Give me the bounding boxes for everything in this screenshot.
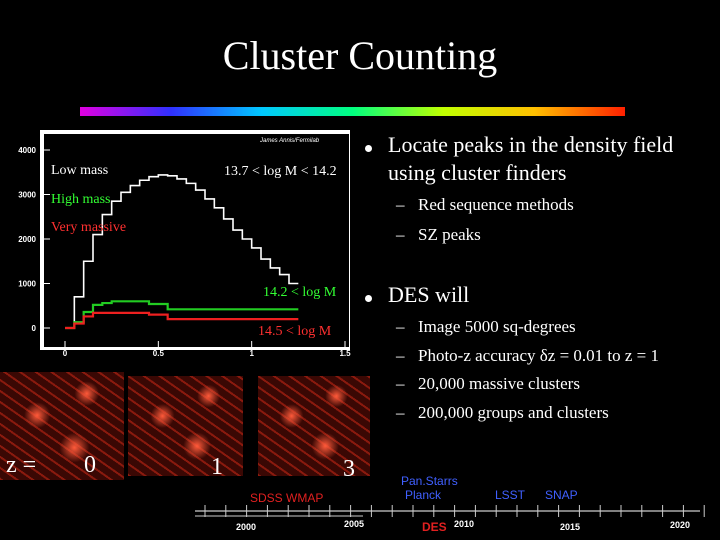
sub-bullet-1-2: SZ peaks	[418, 220, 481, 249]
z-value-1: 1	[211, 454, 223, 481]
chart-credit: James Annis/Fermilab	[259, 138, 320, 144]
x-tick-label: 0.5	[153, 349, 165, 358]
survey-lsst: LSST	[495, 488, 525, 502]
x-tick-label: 0	[63, 349, 68, 358]
range-label-low: 13.7 < log M < 14.2	[224, 164, 337, 180]
survey-planck: Planck	[405, 488, 441, 502]
sub-bullet-2-3: 20,000 massive clusters	[418, 369, 580, 398]
z-value-3: 3	[343, 456, 355, 483]
year-2000: 2000	[236, 522, 256, 532]
sub-bullet-dash: –	[396, 398, 405, 427]
sub-bullet-2-4: 200,000 groups and clusters	[418, 398, 609, 427]
rainbow-divider	[80, 107, 625, 116]
range-label-high: 14.2 < log M	[263, 285, 336, 301]
sub-bullet-1-1: Red sequence methods	[418, 190, 574, 219]
bullet-2: DES will	[388, 281, 469, 309]
sub-bullet-dash: –	[396, 220, 405, 249]
z-label: z =	[6, 452, 36, 479]
survey-des: DES	[422, 520, 447, 534]
legend-low-mass: Low mass	[51, 163, 108, 179]
range-label-very: 14.5 < log M	[258, 324, 331, 340]
survey-sdss-wmap: SDSS WMAP	[250, 491, 323, 505]
sub-bullet-dash: –	[396, 190, 405, 219]
survey-snap: SNAP	[545, 488, 578, 502]
year-2010: 2010	[454, 519, 474, 529]
y-tick-label: 4000	[18, 146, 36, 155]
survey-timeline	[0, 488, 720, 540]
sub-bullet-dash: –	[396, 369, 405, 398]
legend-high-mass: High mass	[51, 192, 111, 208]
z-value-0: 0	[84, 452, 96, 479]
survey-panstarrs: Pan.Starrs	[401, 474, 458, 488]
year-2005: 2005	[344, 519, 364, 529]
sub-bullet-2-1: Image 5000 sq-degrees	[418, 312, 576, 341]
sub-bullet-dash: –	[396, 312, 405, 341]
legend-very-massive: Very massive	[51, 220, 126, 236]
bullet-dot	[365, 295, 372, 302]
bullet-dot	[365, 145, 372, 152]
x-tick-label: 1	[249, 349, 254, 358]
y-tick-label: 1000	[18, 280, 36, 289]
y-tick-label: 3000	[18, 191, 36, 200]
sub-bullet-dash: –	[396, 341, 405, 370]
year-2015: 2015	[560, 522, 580, 532]
y-tick-label: 2000	[18, 235, 36, 244]
bullet-1: Locate peaks in the density field using …	[388, 131, 708, 187]
simulation-image-z1	[128, 376, 243, 476]
year-2020: 2020	[670, 520, 690, 530]
sub-bullet-2-2: Photo-z accuracy δz = 0.01 to z = 1	[418, 341, 659, 370]
slide-title: Cluster Counting	[0, 32, 720, 79]
x-tick-label: 1.5	[339, 349, 351, 358]
y-tick-label: 0	[32, 324, 37, 333]
